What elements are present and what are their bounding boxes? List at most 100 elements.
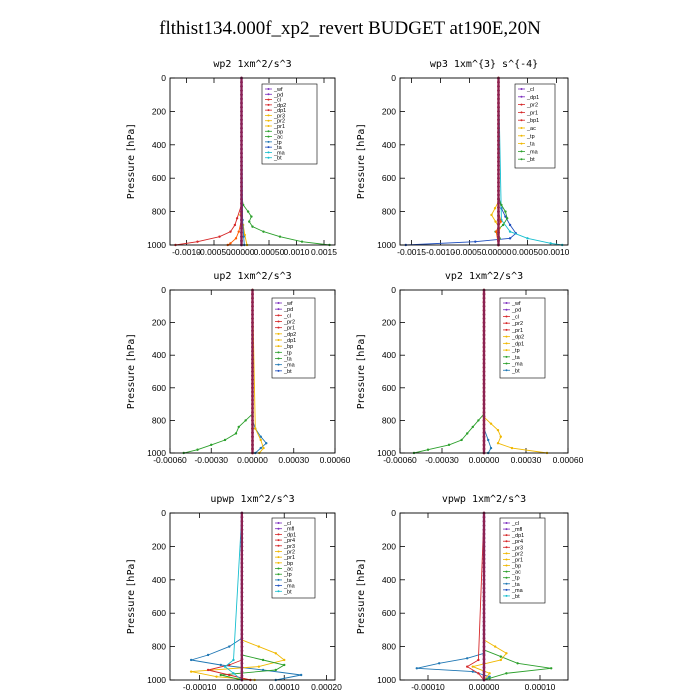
series-point — [251, 337, 254, 341]
series-point — [497, 114, 500, 117]
series-point — [494, 230, 498, 233]
series-point — [261, 658, 265, 662]
legend-marker — [277, 567, 280, 570]
series-point — [497, 93, 500, 96]
legend-entry: _pr2 — [511, 321, 523, 327]
series-point — [242, 235, 245, 238]
legend-entry: _tp — [283, 350, 292, 356]
series-point — [477, 658, 480, 662]
series-point — [240, 528, 244, 531]
series-point — [240, 231, 243, 234]
series-point — [240, 126, 243, 130]
series-point — [482, 309, 486, 312]
series-point — [251, 341, 254, 345]
series-point — [482, 325, 486, 328]
legend-entry: _dp2 — [273, 103, 286, 109]
series-point — [240, 636, 244, 640]
series-point — [240, 561, 244, 565]
series-point — [240, 168, 243, 172]
legend-marker — [267, 151, 270, 154]
series-point — [233, 223, 237, 227]
panel-6: vpwp 1xm^2/s^3 Pressure [hPa] 0 200 400 600 80… — [356, 494, 569, 692]
series-point — [251, 398, 254, 402]
y-tick-label: 1000 — [147, 675, 166, 685]
legend-entry: _ta — [283, 578, 293, 584]
legend-entry: _cl — [511, 314, 519, 320]
series-point — [508, 237, 512, 240]
series-point — [240, 143, 243, 147]
legend-marker — [277, 527, 280, 530]
legend-marker — [505, 564, 508, 567]
series-point — [251, 427, 254, 430]
series-point — [489, 422, 493, 425]
series-point — [283, 663, 286, 667]
series-point — [251, 402, 254, 406]
series-point — [497, 126, 500, 130]
series-point — [232, 658, 235, 662]
series-point — [251, 333, 254, 337]
legend-marker — [277, 573, 280, 576]
y-tick-label: 1000 — [377, 675, 396, 685]
series-point — [240, 181, 243, 184]
series-point — [237, 230, 240, 233]
series-point — [219, 663, 222, 667]
series-point — [482, 305, 486, 308]
y-tick-label: 800 — [382, 642, 396, 652]
series-point — [505, 652, 508, 655]
series-point — [482, 540, 486, 544]
series-point — [265, 442, 268, 445]
series-point — [497, 164, 500, 167]
panel-4: vp2 1xm^2/s^3 Pressure [hPa] 0 200 400 600 800… — [356, 271, 584, 465]
series-point — [251, 378, 254, 381]
legend-entry: _tp — [283, 572, 292, 578]
legend-marker — [267, 103, 270, 106]
series-point — [259, 446, 262, 450]
legend-marker — [505, 546, 508, 549]
series-point — [240, 206, 243, 209]
legend-entry: _tp — [273, 140, 282, 146]
series-point — [237, 425, 240, 429]
series-point — [223, 665, 227, 668]
y-axis-label: Pressure [hPa] — [126, 559, 137, 634]
x-tick-label: 0.00000 — [469, 455, 500, 465]
y-tick-label: 200 — [152, 318, 166, 328]
series-point — [240, 565, 244, 569]
series-point — [487, 438, 490, 442]
series-line-pr2 — [483, 290, 548, 454]
legend-entry: _ma — [511, 362, 524, 368]
series-point — [244, 419, 247, 422]
legend-entry: _bt — [526, 157, 535, 163]
series-point — [240, 595, 244, 598]
series-point — [482, 578, 486, 582]
series-point — [497, 176, 500, 180]
series-point — [482, 345, 486, 349]
series-point — [240, 641, 244, 644]
series-point — [482, 317, 486, 320]
legend-entry: _dp1 — [511, 533, 524, 539]
series-point — [240, 139, 243, 142]
series-point — [494, 220, 497, 223]
legend-entry: _pr1 — [283, 555, 295, 561]
series-point — [196, 240, 199, 243]
legend-entry: _tp — [526, 134, 535, 140]
legend-entry: _pr1 — [511, 557, 523, 563]
series-point — [497, 101, 500, 105]
series-point — [234, 237, 238, 240]
y-axis-label: Pressure [hPa] — [356, 124, 367, 199]
series-point — [471, 665, 474, 668]
legend-marker — [505, 302, 508, 304]
series-point — [229, 242, 232, 245]
x-tick-label: 0.0015 — [311, 247, 337, 257]
series-point — [549, 242, 552, 245]
legend-entry: _pr3 — [283, 544, 295, 550]
series-point — [251, 329, 254, 333]
legend-box — [499, 517, 546, 604]
legend-marker — [505, 369, 508, 372]
series-point — [550, 667, 553, 670]
series-point — [240, 114, 243, 117]
series-point — [482, 565, 486, 569]
series-point — [482, 423, 486, 426]
series-point — [497, 185, 500, 188]
series-point — [477, 419, 480, 422]
